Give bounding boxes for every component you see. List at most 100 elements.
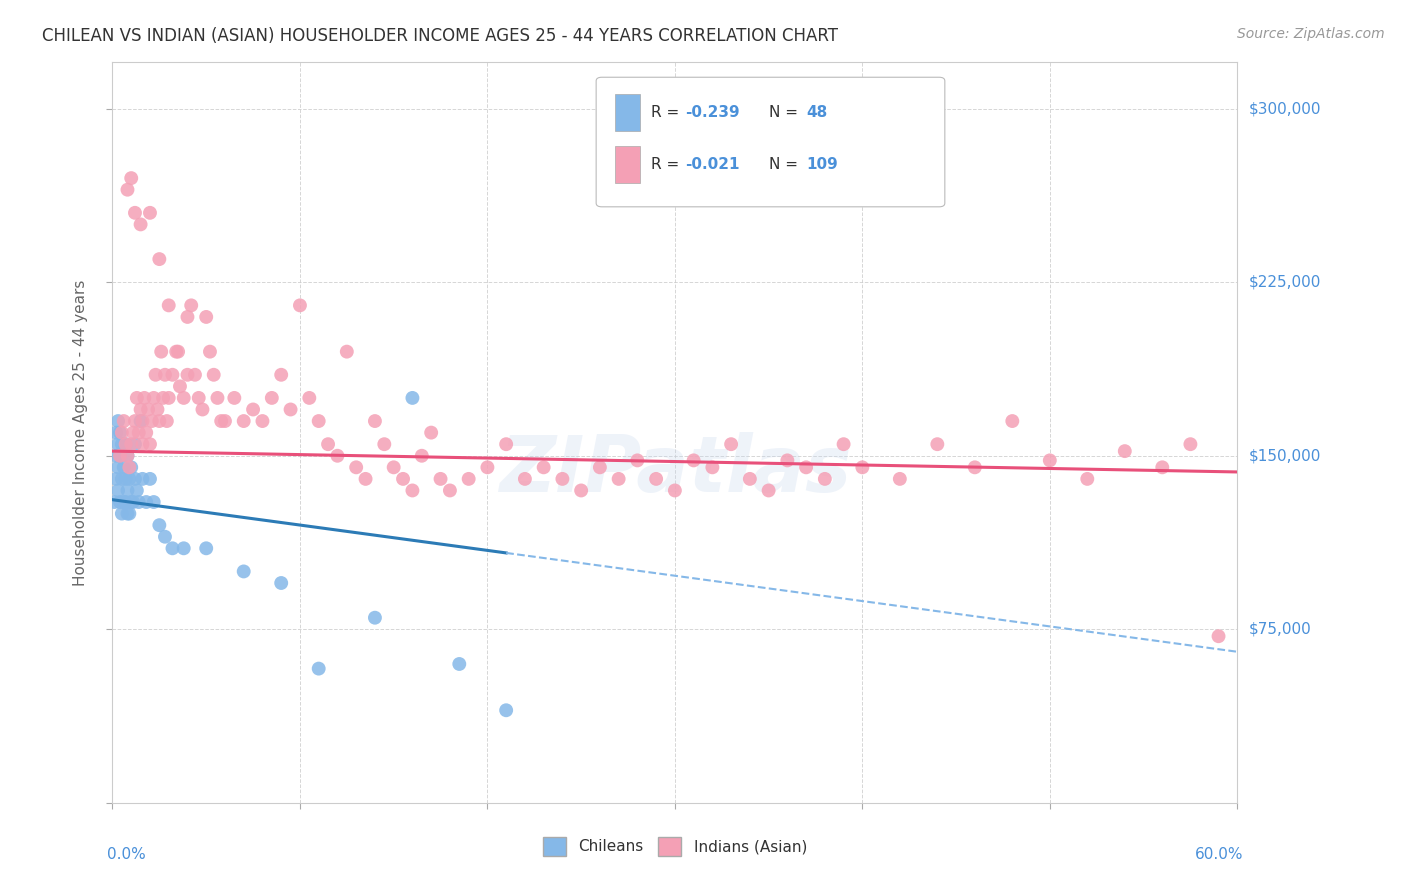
Point — [139, 472, 162, 486]
Point — [209, 414, 232, 428]
Point — [927, 437, 949, 451]
Point — [364, 414, 387, 428]
Point — [682, 453, 704, 467]
Point — [157, 298, 180, 312]
Point — [260, 391, 283, 405]
Point — [112, 460, 135, 475]
Point — [173, 391, 195, 405]
Point — [191, 402, 214, 417]
Point — [326, 449, 349, 463]
Point — [495, 437, 517, 451]
Point — [232, 414, 254, 428]
Text: 109: 109 — [807, 157, 838, 172]
Point — [607, 472, 630, 486]
Point — [131, 414, 153, 428]
Point — [449, 657, 471, 671]
Point — [114, 472, 136, 486]
Point — [551, 472, 574, 486]
Point — [224, 391, 246, 405]
Point — [105, 449, 128, 463]
Point — [195, 541, 218, 556]
Point — [148, 518, 170, 533]
Point — [1114, 444, 1136, 458]
Point — [202, 368, 225, 382]
Point — [125, 483, 148, 498]
Point — [758, 483, 780, 498]
Point — [308, 662, 330, 676]
Point — [364, 610, 387, 624]
Point — [114, 437, 136, 451]
Point — [533, 460, 555, 475]
Point — [738, 472, 761, 486]
Point — [142, 391, 165, 405]
Point — [111, 437, 134, 451]
Point — [120, 460, 142, 475]
Point — [111, 507, 134, 521]
Point — [420, 425, 443, 440]
Point — [165, 344, 187, 359]
Point — [702, 460, 724, 475]
Point — [103, 495, 125, 509]
Text: -0.239: -0.239 — [685, 105, 740, 120]
Point — [107, 414, 129, 428]
Point — [122, 495, 145, 509]
Point — [107, 483, 129, 498]
Point — [108, 495, 131, 509]
Point — [198, 344, 221, 359]
Point — [180, 298, 202, 312]
Text: 60.0%: 60.0% — [1195, 847, 1243, 863]
Point — [569, 483, 592, 498]
Point — [122, 425, 145, 440]
Point — [105, 472, 128, 486]
Point — [336, 344, 359, 359]
Point — [214, 414, 236, 428]
Point — [401, 391, 423, 405]
Point — [195, 310, 218, 324]
Point — [392, 472, 415, 486]
Point — [316, 437, 339, 451]
Point — [120, 171, 142, 186]
FancyBboxPatch shape — [616, 146, 640, 183]
Point — [354, 472, 377, 486]
FancyBboxPatch shape — [616, 95, 640, 131]
Point — [129, 218, 152, 232]
Text: R =: R = — [651, 105, 685, 120]
Point — [131, 437, 153, 451]
Point — [107, 460, 129, 475]
Point — [889, 472, 911, 486]
Text: N =: N = — [769, 157, 803, 172]
Point — [124, 206, 146, 220]
Point — [124, 437, 146, 451]
Point — [1208, 629, 1230, 643]
Point — [242, 402, 264, 417]
Point — [373, 437, 395, 451]
Point — [401, 483, 423, 498]
Point — [142, 495, 165, 509]
Point — [153, 530, 176, 544]
Point — [851, 460, 873, 475]
Point — [1076, 472, 1098, 486]
Point — [124, 472, 146, 486]
Point — [382, 460, 405, 475]
Point — [1001, 414, 1024, 428]
Text: Source: ZipAtlas.com: Source: ZipAtlas.com — [1237, 27, 1385, 41]
Text: N =: N = — [769, 105, 803, 120]
Point — [344, 460, 367, 475]
Point — [129, 414, 152, 428]
Point — [112, 495, 135, 509]
Point — [1180, 437, 1202, 451]
Point — [107, 437, 129, 451]
Point — [963, 460, 986, 475]
Point — [134, 391, 156, 405]
Point — [128, 425, 150, 440]
Point — [114, 437, 136, 451]
Point — [118, 507, 141, 521]
Point — [794, 460, 817, 475]
Point — [589, 460, 612, 475]
Legend: Chileans, Indians (Asian): Chileans, Indians (Asian) — [537, 831, 813, 862]
Point — [832, 437, 855, 451]
Point — [1152, 460, 1174, 475]
Point — [439, 483, 461, 498]
Point — [157, 391, 180, 405]
Point — [118, 472, 141, 486]
